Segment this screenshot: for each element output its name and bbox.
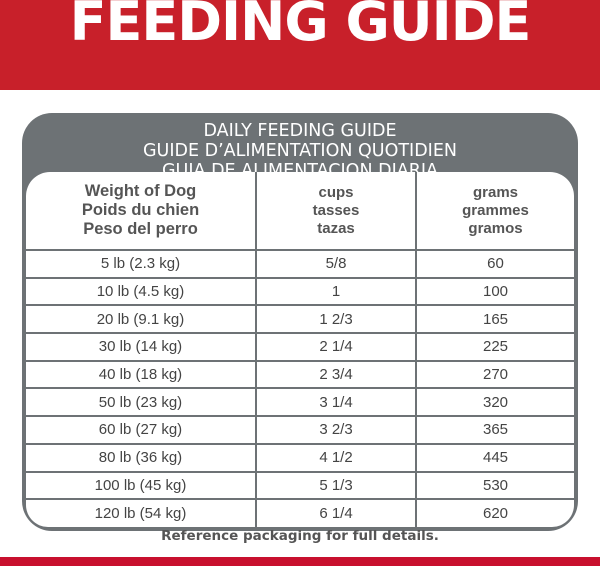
table-row: 80 lb (36 kg) 4 1/2 445 <box>26 442 574 473</box>
cell-grams: 445 <box>415 442 574 473</box>
header-weight: Weight of Dog Poids du chien Peso del perr… <box>26 172 257 251</box>
table-row: 30 lb (14 kg) 2 1/4 225 <box>26 332 574 362</box>
cell-grams: 60 <box>415 250 574 279</box>
bottom-bar <box>0 557 600 566</box>
table-title: DAILY FEEDING GUIDE GUIDE D’ALIMENTATION… <box>22 113 578 181</box>
table-row: 5 lb (2.3 kg) 5/8 60 <box>26 250 574 279</box>
cell-cups: 6 1/4 <box>255 498 417 527</box>
header-cups: cups tasses tazas <box>255 172 417 251</box>
table-title-en: DAILY FEEDING GUIDE <box>203 121 397 141</box>
cell-weight: 80 lb (36 kg) <box>26 442 257 473</box>
cell-cups: 1 2/3 <box>255 304 417 335</box>
table-row: 50 lb (23 kg) 3 1/4 320 <box>26 387 574 418</box>
cell-cups: 2 1/4 <box>255 332 417 362</box>
cell-cups: 3 1/4 <box>255 387 417 418</box>
table-row: 10 lb (4.5 kg) 1 100 <box>26 276 574 307</box>
cell-grams: 225 <box>415 332 574 362</box>
cell-grams: 100 <box>415 276 574 307</box>
cell-cups: 5/8 <box>255 250 417 279</box>
cell-cups: 5 1/3 <box>255 470 417 501</box>
table-row: 60 lb (27 kg) 3 2/3 365 <box>26 415 574 445</box>
cell-cups: 4 1/2 <box>255 442 417 473</box>
table-row: 120 lb (54 kg) 6 1/4 620 <box>26 498 574 527</box>
cell-weight: 60 lb (27 kg) <box>26 415 257 445</box>
cell-weight: 100 lb (45 kg) <box>26 470 257 501</box>
cell-grams: 620 <box>415 498 574 527</box>
cell-cups: 3 2/3 <box>255 415 417 445</box>
feeding-table: Weight of Dog Poids du chien Peso del perr… <box>26 172 574 527</box>
header-grams: grams grammes gramos <box>415 172 574 251</box>
cell-grams: 365 <box>415 415 574 445</box>
cell-weight: 10 lb (4.5 kg) <box>26 276 257 307</box>
table-row: 20 lb (9.1 kg) 1 2/3 165 <box>26 304 574 335</box>
table-title-fr: GUIDE D’ALIMENTATION QUOTIDIEN <box>142 141 457 161</box>
cell-weight: 50 lb (23 kg) <box>26 387 257 418</box>
cell-weight: 5 lb (2.3 kg) <box>26 250 257 279</box>
cell-weight: 30 lb (14 kg) <box>26 332 257 362</box>
cell-grams: 165 <box>415 304 574 335</box>
table-row: 40 lb (18 kg) 2 3/4 270 <box>26 359 574 390</box>
banner: FEEDING GUIDE <box>0 0 600 90</box>
page-title: FEEDING GUIDE <box>69 0 532 53</box>
cell-grams: 270 <box>415 359 574 390</box>
cell-cups: 1 <box>255 276 417 307</box>
cell-weight: 40 lb (18 kg) <box>26 359 257 390</box>
feeding-table-box: DAILY FEEDING GUIDE GUIDE D’ALIMENTATION… <box>22 113 578 531</box>
cell-weight: 120 lb (54 kg) <box>26 498 257 527</box>
cell-grams: 530 <box>415 470 574 501</box>
footer-note: Reference packaging for full details. <box>161 528 439 544</box>
cell-cups: 2 3/4 <box>255 359 417 390</box>
cell-weight: 20 lb (9.1 kg) <box>26 304 257 335</box>
table-row: 100 lb (45 kg) 5 1/3 530 <box>26 470 574 501</box>
cell-grams: 320 <box>415 387 574 418</box>
